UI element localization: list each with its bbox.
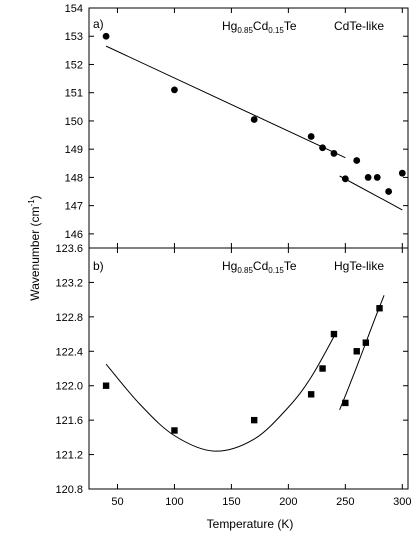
panel-a-frame: [88, 7, 409, 249]
fit-line-p0-0: [105, 45, 346, 159]
panel-a-mode-label: CdTe-like: [334, 19, 384, 33]
fit-curve-p1-1: [339, 295, 385, 411]
panel-a-label: a): [93, 17, 104, 31]
data-point-p0-9: [373, 174, 381, 181]
x-tick-label-2: 150: [222, 496, 240, 508]
x-axis-label: Temperature (K): [207, 517, 294, 531]
y-tick-label-p0-6: 152: [65, 59, 83, 71]
fit-curve-p1-0: [105, 332, 337, 452]
data-point-p0-0: [102, 32, 110, 40]
data-point-p0-4: [319, 144, 326, 152]
y-tick-label-p0-4: 150: [65, 116, 83, 128]
y-tick-label-p1-0: 120.8: [55, 484, 83, 496]
panel-b-mode-label: HgTe-like: [334, 259, 384, 273]
y-tick-label-p1-3: 122.0: [55, 381, 83, 393]
y-tick-label-p1-5: 122.8: [55, 312, 83, 324]
y-tick-label-p1-2: 121.6: [55, 415, 83, 427]
data-point-p0-7: [353, 157, 361, 164]
data-point-p0-5: [330, 150, 338, 157]
data-point-p0-3: [307, 133, 315, 140]
y-tick-label-p0-1: 147: [65, 201, 83, 213]
x-tick-label-4: 250: [336, 496, 354, 508]
x-tick-label-5: 300: [393, 496, 411, 508]
fit-line-p0-1: [339, 175, 403, 211]
panel-a-marks: [102, 32, 406, 211]
data-point-p0-10: [385, 188, 393, 195]
y-tick-label-p0-5: 151: [65, 88, 83, 100]
data-point-p1-1: [171, 427, 178, 434]
data-point-p0-2: [250, 116, 258, 123]
panel-b-frame: [88, 247, 409, 490]
y-tick-label-p0-8: 154: [65, 3, 83, 15]
data-point-p1-0: [102, 382, 110, 389]
x-tick-label-3: 200: [279, 496, 297, 508]
data-point-p1-9: [376, 305, 383, 312]
data-point-p1-4: [319, 365, 326, 372]
data-point-p1-2: [250, 416, 258, 424]
data-point-p1-6: [342, 399, 349, 407]
x-tick-label-1: 100: [165, 496, 183, 508]
axis-ticks: 146 147 148 149 150 151 152 153 154 120.8 121.2 121…: [55, 3, 411, 508]
data-point-p1-3: [307, 391, 315, 398]
y-tick-label-p1-6: 123.2: [55, 277, 83, 289]
panel-b-title: Hg0.85Cd0.15Te: [222, 259, 297, 275]
y-tick-label-p0-0: 146: [65, 229, 83, 241]
x-tick-label-0: 50: [111, 496, 123, 508]
data-point-p0-6: [341, 175, 349, 183]
y-axis-label: Wavenumber (cm-1): [27, 195, 42, 300]
panel-a-title: Hg0.85Cd0.15Te: [222, 19, 297, 35]
y-tick-label-p1-7: 123.6: [55, 243, 83, 255]
data-point-p0-8: [364, 174, 372, 181]
panel-b-label: b): [93, 259, 104, 273]
y-tick-label-p0-3: 149: [65, 144, 83, 156]
panel-b-marks: [102, 295, 385, 452]
data-point-p0-1: [171, 86, 178, 94]
data-point-p1-8: [362, 339, 370, 346]
y-tick-label-p0-7: 153: [65, 31, 83, 43]
data-point-p1-5: [330, 330, 338, 338]
y-tick-label-p1-1: 121.2: [55, 450, 83, 462]
y-tick-label-p1-4: 122.4: [55, 346, 83, 358]
data-point-p0-11: [398, 169, 406, 177]
y-tick-label-p0-2: 148: [65, 172, 83, 184]
data-point-p1-7: [353, 348, 360, 355]
